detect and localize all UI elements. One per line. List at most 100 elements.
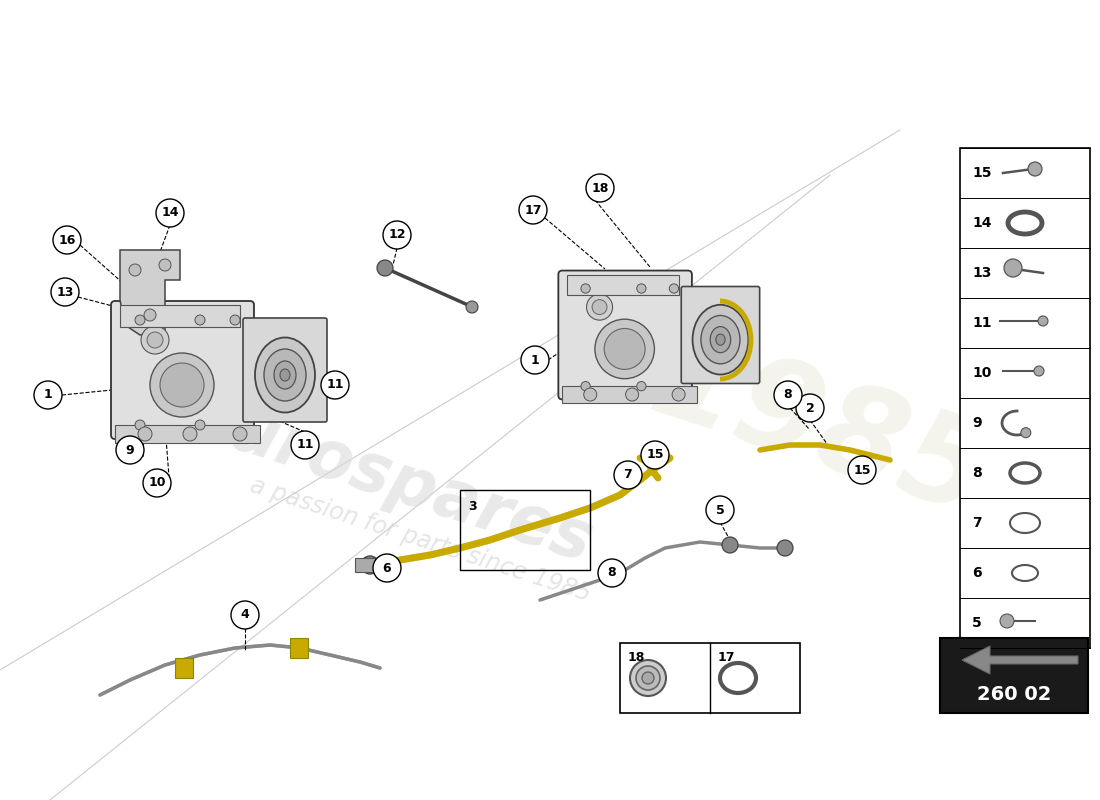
Circle shape <box>637 284 646 293</box>
Circle shape <box>156 199 184 227</box>
Circle shape <box>143 469 170 497</box>
Text: 16: 16 <box>58 234 76 246</box>
Circle shape <box>614 461 642 489</box>
Bar <box>120 305 240 327</box>
Text: eurospares: eurospares <box>179 383 601 577</box>
Bar <box>290 638 308 658</box>
Circle shape <box>321 371 349 399</box>
Text: 8: 8 <box>972 466 981 480</box>
Circle shape <box>141 326 169 354</box>
Circle shape <box>292 431 319 459</box>
FancyBboxPatch shape <box>243 318 327 422</box>
Text: 14: 14 <box>162 206 178 219</box>
Circle shape <box>373 554 402 582</box>
Circle shape <box>135 420 145 430</box>
Ellipse shape <box>701 315 740 364</box>
Circle shape <box>466 301 478 313</box>
Circle shape <box>796 394 824 422</box>
Bar <box>566 274 679 295</box>
Text: 10: 10 <box>972 366 991 380</box>
Circle shape <box>1021 428 1031 438</box>
Text: 3: 3 <box>468 500 476 513</box>
Ellipse shape <box>636 666 660 690</box>
Circle shape <box>586 174 614 202</box>
Text: a passion for parts since 1985: a passion for parts since 1985 <box>246 474 593 606</box>
Text: 1: 1 <box>44 389 53 402</box>
Text: 11: 11 <box>972 316 991 330</box>
Circle shape <box>521 346 549 374</box>
Ellipse shape <box>630 660 666 696</box>
Circle shape <box>774 381 802 409</box>
Ellipse shape <box>255 338 315 413</box>
Circle shape <box>626 388 639 401</box>
Text: 8: 8 <box>783 389 792 402</box>
Text: 7: 7 <box>624 469 632 482</box>
Text: 1985: 1985 <box>636 318 1004 542</box>
Text: 1: 1 <box>530 354 539 366</box>
Circle shape <box>160 259 170 271</box>
Ellipse shape <box>716 334 725 346</box>
Text: 18: 18 <box>592 182 608 194</box>
Circle shape <box>722 537 738 553</box>
Text: 13: 13 <box>972 266 991 280</box>
Bar <box>960 148 1090 648</box>
Bar <box>620 643 800 713</box>
Circle shape <box>604 329 645 370</box>
Text: 5: 5 <box>716 503 725 517</box>
Circle shape <box>144 309 156 321</box>
Text: 15: 15 <box>972 166 991 180</box>
Circle shape <box>51 278 79 306</box>
Bar <box>460 490 590 570</box>
Bar <box>116 425 260 443</box>
FancyBboxPatch shape <box>559 270 692 399</box>
Text: 260 02: 260 02 <box>977 686 1052 705</box>
Text: 9: 9 <box>125 443 134 457</box>
Circle shape <box>777 540 793 556</box>
Circle shape <box>383 221 411 249</box>
Circle shape <box>361 556 379 574</box>
Circle shape <box>53 226 81 254</box>
Circle shape <box>195 315 205 325</box>
Circle shape <box>1034 366 1044 376</box>
Circle shape <box>848 456 876 484</box>
Ellipse shape <box>693 305 748 374</box>
Circle shape <box>1038 316 1048 326</box>
Circle shape <box>519 196 547 224</box>
Text: 2: 2 <box>805 402 814 414</box>
Text: 8: 8 <box>607 566 616 579</box>
Text: 11: 11 <box>327 378 343 391</box>
Circle shape <box>1000 614 1014 628</box>
Circle shape <box>34 381 62 409</box>
Text: 9: 9 <box>972 416 981 430</box>
Text: 14: 14 <box>972 216 991 230</box>
FancyBboxPatch shape <box>681 286 760 383</box>
Polygon shape <box>120 250 180 335</box>
FancyBboxPatch shape <box>111 301 254 439</box>
Circle shape <box>147 332 163 348</box>
Text: 12: 12 <box>388 229 406 242</box>
Text: 13: 13 <box>56 286 74 298</box>
Circle shape <box>150 353 214 417</box>
Text: 6: 6 <box>972 566 981 580</box>
Circle shape <box>138 427 152 441</box>
Ellipse shape <box>274 361 296 389</box>
Circle shape <box>581 382 591 390</box>
Circle shape <box>672 388 685 401</box>
Circle shape <box>637 382 646 390</box>
Text: 18: 18 <box>628 651 646 664</box>
Circle shape <box>1004 259 1022 277</box>
Polygon shape <box>962 646 1078 674</box>
Text: 6: 6 <box>383 562 392 574</box>
Circle shape <box>1028 162 1042 176</box>
Circle shape <box>135 315 145 325</box>
Circle shape <box>586 294 613 320</box>
Circle shape <box>233 427 248 441</box>
Bar <box>355 558 375 572</box>
Text: 15: 15 <box>647 449 663 462</box>
Circle shape <box>592 300 607 314</box>
Text: 17: 17 <box>718 651 736 664</box>
Text: 11: 11 <box>296 438 314 451</box>
Text: 15: 15 <box>854 463 871 477</box>
Circle shape <box>183 427 197 441</box>
Text: 5: 5 <box>972 616 981 630</box>
